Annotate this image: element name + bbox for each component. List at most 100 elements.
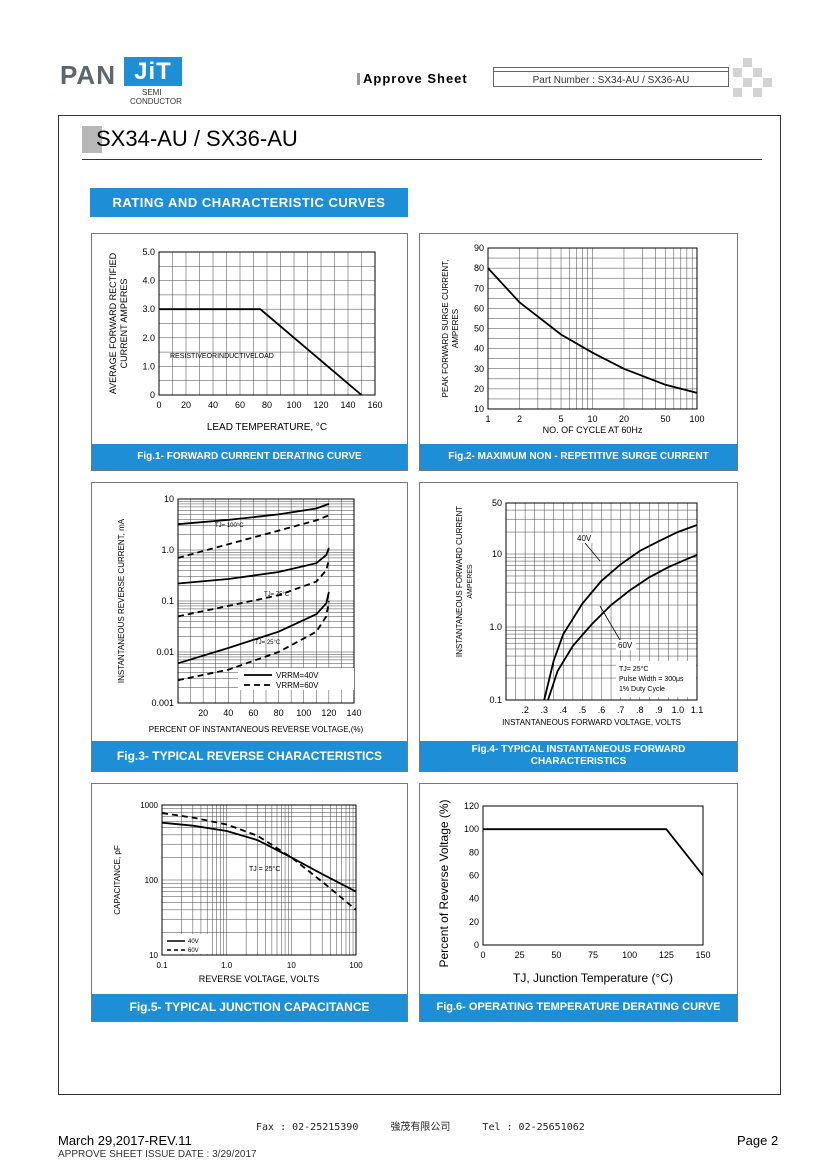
fig2-chart: 1 2 5 10 20 50 100 10 20 30 40 50 60 70 80 90 NO. OF CYC… <box>441 243 705 435</box>
y-axis-label-2: AMPERES <box>467 564 474 599</box>
plot-frame <box>505 502 698 701</box>
y-tick-label: 80 <box>474 263 484 273</box>
fig4-caption: Fig.4- TYPICAL INSTANTANEOUS FORWARD CHA… <box>420 741 737 771</box>
plot-frame <box>177 498 355 704</box>
logo-pan-text: PAN <box>60 60 116 90</box>
y-tick-label: 5.0 <box>142 247 155 257</box>
label-bg-40v <box>575 533 595 543</box>
series-line <box>159 308 363 396</box>
fig3-caption: Fig.3- TYPICAL REVERSE CHARACTERISTICS <box>92 741 407 771</box>
x-tick-label: 50 <box>661 414 671 424</box>
plot-frame <box>487 247 698 410</box>
x-tick-label: 20 <box>198 708 208 718</box>
annotation-tj75: TJ= 75°C <box>264 592 290 598</box>
panjit-logo: PAN JiT SEMI CONDUCTOR <box>60 55 190 107</box>
y-tick-label: 70 <box>474 283 484 293</box>
x-tick-label: 100 <box>296 708 311 718</box>
y-tick-label: 100 <box>145 876 159 885</box>
fig6-caption: Fig.6- OPERATING TEMPERATURE DERATING CU… <box>420 994 737 1021</box>
y-tick-label: 10 <box>474 404 484 414</box>
x-tick-label: 10 <box>287 961 296 970</box>
legend-box <box>164 934 208 954</box>
y-tick-label: 0.1 <box>489 695 502 705</box>
x-tick-label: .8 <box>636 705 644 715</box>
x-tick-label: 0 <box>156 400 161 410</box>
x-tick-label: .2 <box>521 705 529 715</box>
plot-frame <box>161 804 357 956</box>
x-tick-label: 100 <box>286 400 301 410</box>
y-tick-label: 1.0 <box>142 361 155 371</box>
x-tick-label: 20 <box>181 400 191 410</box>
approve-sheet-label: Approve Sheet <box>357 71 468 86</box>
y-tick-label: 10 <box>149 951 158 960</box>
fig6-panel: 0 25 50 75 100 125 150 0 20 40 60 80 100 120 TJ, Junct… <box>419 783 738 1022</box>
y-tick-label: 20 <box>474 384 484 394</box>
series-line <box>161 821 357 893</box>
y-tick-label: 3.0 <box>142 304 155 314</box>
series-line <box>177 591 330 665</box>
y-tick-label: 50 <box>492 498 502 508</box>
footer-company: 強茂有限公司 <box>390 1122 451 1133</box>
footer-page: Page 2 <box>737 1133 779 1148</box>
y-axis-label-1: Percent of Reverse Voltage (%) <box>437 799 451 967</box>
fig2-panel: 1 2 5 10 20 50 100 10 20 30 40 50 60 70 80 90 NO. OF CYC… <box>419 233 738 471</box>
x-tick-label: .4 <box>560 705 568 715</box>
condition-text: Pulse Width = 300μs <box>619 676 684 683</box>
series-line <box>487 267 698 394</box>
series-line <box>547 554 698 701</box>
x-axis-label: PERCENT OF INSTANTANEOUS REVERSE VOLTAGE… <box>149 725 364 734</box>
y-tick-label: 90 <box>474 243 484 253</box>
y-axis-label-1: INSTANTANEOUS REVERSE CURRENT, mA <box>117 518 126 683</box>
x-tick-label: 0 <box>480 950 485 960</box>
footer-tel: Tel : 02-25651062 <box>482 1122 585 1133</box>
fig1-caption: Fig.1- FORWARD CURRENT DERATING CURVE <box>92 444 407 470</box>
x-tick-label: 140 <box>340 400 355 410</box>
x-tick-label: 60 <box>235 400 245 410</box>
y-tick-label: 20 <box>469 917 479 927</box>
x-tick-label: 120 <box>321 708 336 718</box>
fig6-chart: 0 25 50 75 100 125 150 0 20 40 60 80 100 120 TJ, Junct… <box>437 799 711 985</box>
x-tick-label: 40 <box>208 400 218 410</box>
section-title: RATING AND CHARACTERISTIC CURVES <box>90 188 408 217</box>
fig1-panel: 0 20 40 60 80 100 120 140 160 0 1.0 2.0 3.0 4.0 5.0 LEA… <box>91 233 408 471</box>
footer-date: March 29,2017-REV.11 <box>58 1133 192 1148</box>
x-tick-label: 40 <box>223 708 233 718</box>
fig5-panel: 0.1 1.0 10 100 10 100 1000 REVERSE VOLTAGE, VOL… <box>91 783 408 1022</box>
fig2-caption: Fig.2- MAXIMUM NON - REPETITIVE SURGE CU… <box>420 444 737 470</box>
y-tick-label: 40 <box>474 344 484 354</box>
y-axis-label-2: CURRENT AMPERES <box>119 279 129 369</box>
fig4-panel: .2 .3 .4 .5 .6 .7 .8 .9 1.0 1.1 0.1 1.0 10 50 INSTANTA… <box>419 482 738 772</box>
y-tick-label: 30 <box>474 364 484 374</box>
fig3-chart: 20 40 60 80 100 120 140 0.001 0.01 0.1 1.0 10 PERCEN… <box>117 494 364 734</box>
condition-text: 1% Duty Cycle <box>619 686 665 693</box>
x-tick-label: 100 <box>689 414 704 424</box>
x-tick-label: 1 <box>485 414 490 424</box>
logo-conductor-text: CONDUCTOR <box>130 97 182 106</box>
series-line <box>543 524 698 701</box>
x-tick-label: 2 <box>517 414 522 424</box>
fig4-chart: .2 .3 .4 .5 .6 .7 .8 .9 1.0 1.1 0.1 1.0 10 50 INSTANTA… <box>455 498 703 727</box>
y-tick-label: 2.0 <box>142 333 155 343</box>
x-tick-label: 5 <box>559 414 564 424</box>
x-tick-label: 160 <box>367 400 382 410</box>
checker-pattern-icon <box>733 58 773 98</box>
x-tick-label: 80 <box>262 400 272 410</box>
x-tick-label: 120 <box>313 400 328 410</box>
x-tick-label: 140 <box>346 708 361 718</box>
x-axis-label: TJ, Junction Temperature (°C) <box>513 971 673 985</box>
x-axis-label: NO. OF CYCLE AT 60Hz <box>543 425 643 435</box>
chart-annotation: RESISTIVEORINDUCTIVELOAD <box>170 353 274 360</box>
plot-frame <box>482 805 704 946</box>
label-bg-60v <box>616 640 636 650</box>
x-axis-label: REVERSE VOLTAGE, VOLTS <box>199 974 320 984</box>
y-tick-label: 80 <box>469 847 479 857</box>
page-frame <box>58 115 781 1095</box>
annotation-60v-leader <box>599 605 621 641</box>
page-title: SX34-AU / SX36-AU <box>96 126 298 151</box>
x-tick-label: 80 <box>274 708 284 718</box>
y-tick-label: 50 <box>474 324 484 334</box>
y-tick-label: 10 <box>492 549 502 559</box>
y-tick-label: 0.001 <box>151 698 174 708</box>
annotation-40v: 40V <box>577 534 592 543</box>
fig1-chart: 0 20 40 60 80 100 120 140 160 0 1.0 2.0 3.0 4.0 5.0 LEA… <box>108 247 383 433</box>
